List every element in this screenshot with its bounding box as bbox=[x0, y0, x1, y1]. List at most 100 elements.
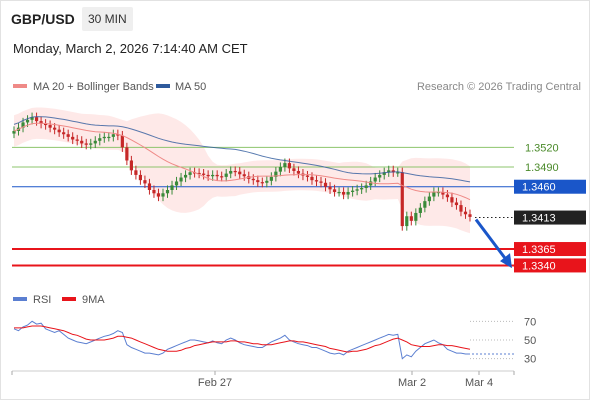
candle-body-44 bbox=[211, 174, 215, 177]
candle-body-91 bbox=[423, 201, 427, 208]
candle-body-19 bbox=[98, 138, 102, 141]
candle-body-38 bbox=[183, 174, 188, 178]
candle-body-55 bbox=[260, 182, 264, 184]
candle-body-27 bbox=[134, 170, 138, 175]
candle-body-2 bbox=[21, 122, 25, 128]
candle-body-23 bbox=[116, 134, 120, 136]
level-label-3: 1.3413 bbox=[522, 213, 556, 225]
legend-label-ma20: MA 20 + Bollinger Bands bbox=[33, 81, 154, 93]
candle-body-6 bbox=[39, 121, 43, 124]
candle-body-67 bbox=[314, 180, 319, 182]
candle-body-90 bbox=[418, 207, 422, 213]
candle-body-85 bbox=[396, 172, 400, 174]
x-axis: Feb 27 Mar 2 Mar 4 bbox=[11, 370, 515, 389]
candle-body-74 bbox=[346, 191, 350, 195]
legend-label-rsi: RSI bbox=[33, 294, 51, 306]
candle-body-45 bbox=[215, 174, 219, 177]
candle-body-75 bbox=[351, 190, 355, 192]
level-label-0: 1.3520 bbox=[525, 142, 559, 154]
candle-body-17 bbox=[89, 143, 93, 145]
candle-body-13 bbox=[71, 136, 75, 140]
candle-body-77 bbox=[360, 188, 364, 190]
level-tag-4 bbox=[514, 242, 586, 257]
candle-body-96 bbox=[445, 194, 450, 198]
candle-body-58 bbox=[274, 171, 278, 177]
level-label-2: 1.3460 bbox=[522, 182, 556, 194]
candle-body-54 bbox=[256, 180, 260, 183]
rsi-tick-2: 30 bbox=[524, 354, 536, 366]
candle-body-42 bbox=[202, 173, 206, 175]
candle-body-41 bbox=[197, 172, 201, 175]
candle-body-4 bbox=[30, 117, 34, 120]
candle-body-46 bbox=[220, 176, 224, 178]
candle-body-20 bbox=[102, 136, 106, 139]
candle-body-51 bbox=[242, 174, 246, 177]
candle-body-25 bbox=[125, 147, 129, 161]
candle-body-7 bbox=[44, 123, 48, 126]
legend-swatch-ma20 bbox=[13, 84, 27, 88]
level-tag-3 bbox=[514, 210, 586, 225]
candle-body-63 bbox=[296, 170, 301, 174]
symbol-title: GBP/USD bbox=[11, 11, 75, 27]
candle-body-97 bbox=[450, 197, 454, 203]
rsi-tick-1: 50 bbox=[524, 335, 536, 347]
candle-body-34 bbox=[165, 190, 170, 194]
candle-body-100 bbox=[463, 211, 468, 215]
candle-body-11 bbox=[62, 132, 66, 135]
candle-body-37 bbox=[179, 177, 183, 182]
candle-body-5 bbox=[34, 117, 39, 122]
candle-body-60 bbox=[283, 163, 287, 168]
candle-body-21 bbox=[107, 136, 111, 139]
candle-body-47 bbox=[224, 173, 228, 177]
candle-body-99 bbox=[459, 205, 463, 212]
rsi-ma-line bbox=[14, 325, 471, 353]
candle-body-89 bbox=[414, 212, 418, 221]
candle-body-43 bbox=[206, 174, 210, 177]
candle-body-87 bbox=[405, 216, 409, 227]
candle-body-50 bbox=[238, 171, 242, 175]
candle-body-88 bbox=[409, 216, 413, 221]
candle-body-56 bbox=[265, 180, 269, 183]
price-levels: 1.3520 1.3490 1.3460 1.3413 1.3365 1.3340 bbox=[12, 142, 586, 273]
moving-averages bbox=[13, 116, 512, 269]
interval-badge[interactable]: 30 MIN bbox=[82, 7, 133, 31]
candle-body-29 bbox=[143, 180, 147, 184]
candle-body-71 bbox=[332, 189, 337, 192]
level-label-1: 1.3490 bbox=[525, 162, 559, 174]
candle-body-79 bbox=[369, 181, 373, 186]
candle-body-73 bbox=[341, 191, 346, 195]
ma50-line bbox=[13, 116, 471, 183]
legend: MA 20 + Bollinger Bands MA 50 Research © 2… bbox=[13, 81, 581, 306]
candle-body-3 bbox=[25, 119, 30, 123]
candle-body-10 bbox=[57, 129, 61, 133]
candle-body-53 bbox=[251, 178, 255, 181]
legend-label-rsi-ma: 9MA bbox=[82, 294, 105, 306]
candle-body-30 bbox=[147, 183, 152, 190]
ma20-line bbox=[13, 122, 471, 201]
candle-body-32 bbox=[156, 193, 161, 197]
candle-body-22 bbox=[111, 134, 115, 137]
candle-body-86 bbox=[400, 172, 404, 227]
candle-body-98 bbox=[454, 202, 459, 206]
candle-body-59 bbox=[278, 167, 282, 172]
candle-body-80 bbox=[373, 177, 377, 182]
candle-body-101 bbox=[468, 214, 472, 217]
candle-body-72 bbox=[337, 191, 341, 194]
candle-body-61 bbox=[287, 163, 292, 169]
datetime-label: Monday, March 2, 2026 7:14:40 AM CET bbox=[13, 41, 248, 56]
candle-body-57 bbox=[269, 176, 273, 181]
candles bbox=[12, 112, 472, 231]
forecast-arrowhead bbox=[500, 253, 512, 269]
candle-body-35 bbox=[170, 185, 174, 190]
candle-body-39 bbox=[188, 172, 192, 175]
rsi-line bbox=[13, 320, 470, 360]
candle-body-12 bbox=[66, 134, 70, 137]
x-tick-1: Mar 2 bbox=[398, 377, 426, 389]
rsi-panel: 70 50 30 bbox=[13, 316, 536, 366]
candle-body-62 bbox=[292, 168, 296, 171]
candle-body-8 bbox=[48, 125, 52, 128]
x-tick-2: Mar 4 bbox=[465, 377, 493, 389]
candle-body-48 bbox=[229, 170, 233, 174]
candle-body-65 bbox=[305, 175, 310, 177]
